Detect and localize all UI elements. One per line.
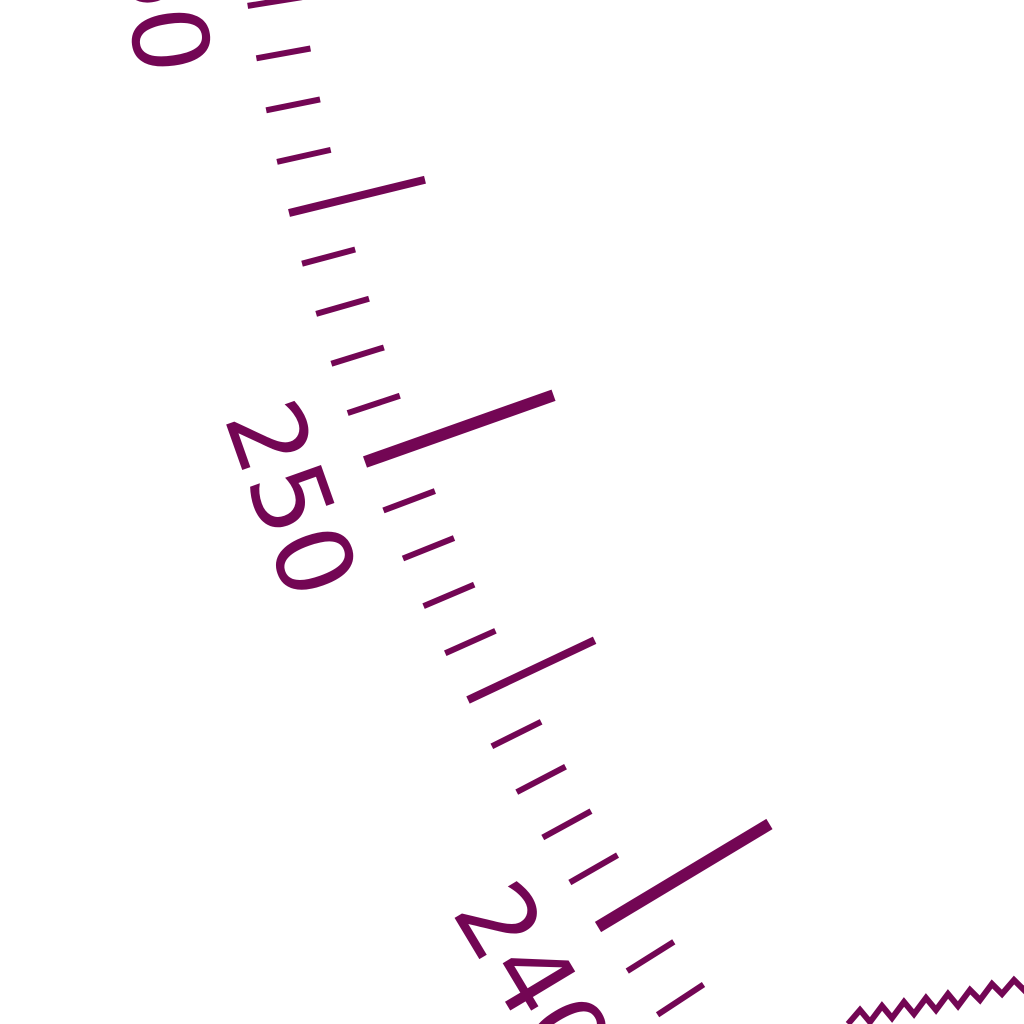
minor-tick xyxy=(255,45,312,62)
wavy-line xyxy=(845,975,1024,1024)
minor-tick xyxy=(655,982,706,1018)
label-group: 260 250 240 xyxy=(86,0,636,1024)
minor-tick xyxy=(247,0,303,9)
minor-tick xyxy=(315,295,370,317)
minor-tick xyxy=(346,392,401,416)
minor-tick xyxy=(330,344,385,367)
minor-tick xyxy=(568,852,620,886)
degree-label: 240 xyxy=(429,861,636,1024)
degree-label: 260 xyxy=(86,0,234,81)
mid-tick xyxy=(288,175,426,217)
tick-group xyxy=(247,0,773,1018)
minor-tick xyxy=(541,808,593,841)
mid-tick xyxy=(466,636,597,704)
minor-tick xyxy=(444,628,497,657)
degree-label: 250 xyxy=(200,385,381,613)
minor-tick xyxy=(515,764,567,795)
minor-tick xyxy=(276,146,332,165)
minor-tick xyxy=(490,719,543,749)
minor-tick xyxy=(265,96,321,114)
minor-tick xyxy=(625,939,676,974)
minor-tick xyxy=(301,246,356,267)
major-tick xyxy=(362,389,556,468)
minor-tick xyxy=(382,488,436,514)
major-tick xyxy=(594,818,773,933)
minor-tick xyxy=(401,535,456,562)
minor-tick xyxy=(422,581,476,609)
